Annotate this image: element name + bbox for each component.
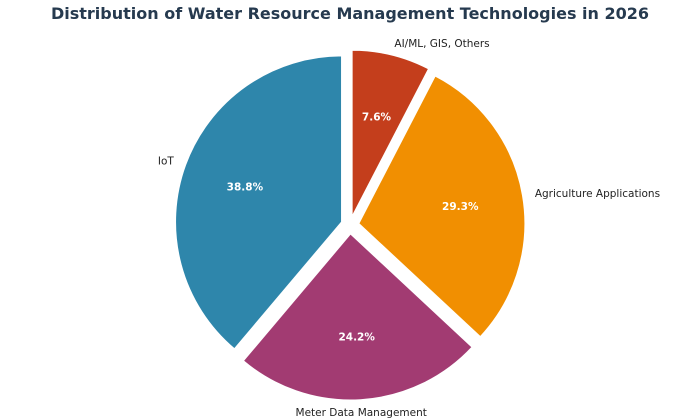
chart-title: Distribution of Water Resource Managemen…	[51, 4, 649, 23]
slice-category-label: Meter Data Management	[296, 407, 427, 419]
slice-category-label: AI/ML, GIS, Others	[394, 38, 489, 50]
slice-category-label: IoT	[158, 156, 175, 168]
pie-slice-meter-data-management	[242, 233, 473, 401]
pie-slice-iot	[175, 55, 343, 350]
pie-slices	[175, 49, 526, 401]
pie-slice-agriculture-applications	[358, 75, 526, 338]
slice-percent-label: 7.6%	[362, 111, 392, 123]
slice-category-label: Agriculture Applications	[535, 188, 660, 200]
slice-percent-label: 24.2%	[338, 332, 375, 344]
pie-slice-ai-ml-gis-others	[351, 49, 430, 217]
pie-labels: 7.6% AI/ML, GIS, Others 29.3% Agriculture A…	[158, 38, 660, 419]
slice-percent-label: 29.3%	[442, 201, 479, 213]
slice-percent-label: 38.8%	[227, 182, 264, 194]
